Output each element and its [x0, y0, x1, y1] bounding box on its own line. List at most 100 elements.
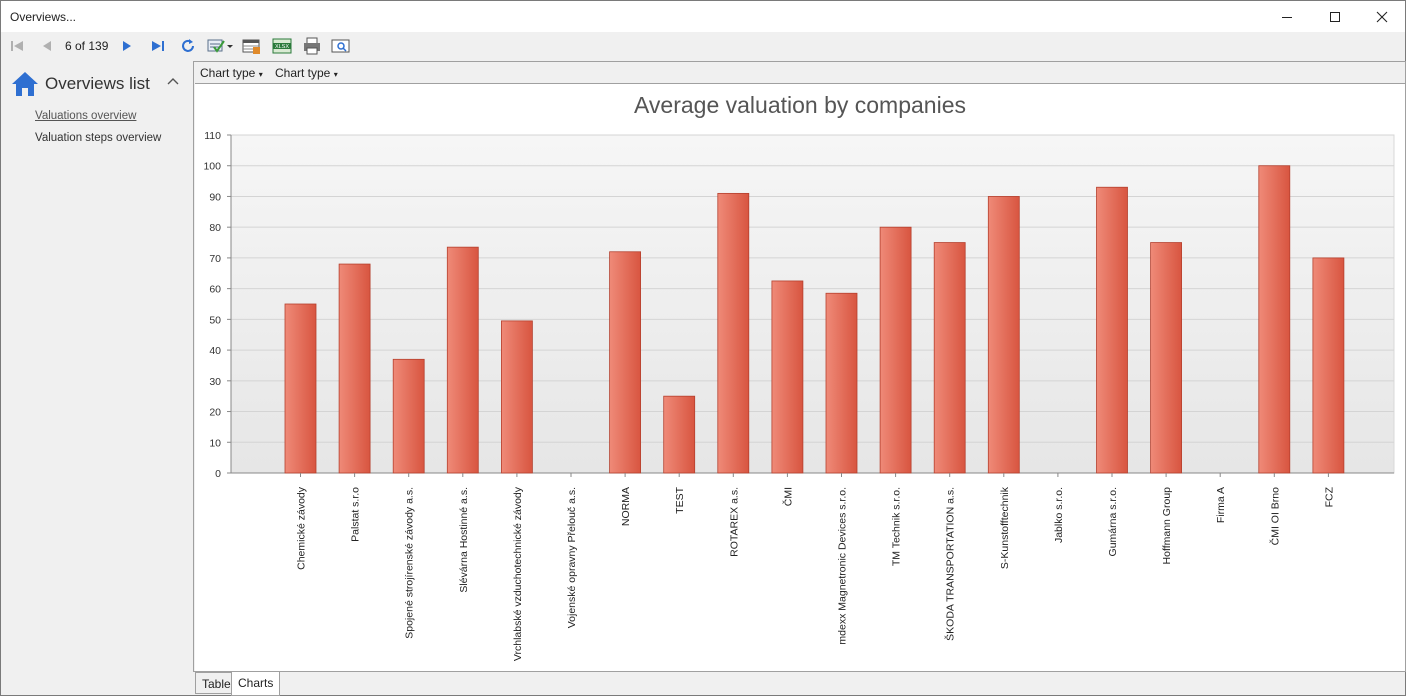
x-tick-label: ŠKODA TRANSPORTATION a.s.	[944, 487, 957, 641]
bar	[1150, 242, 1182, 474]
x-tick-label: Vojenské opravny Přelouč a.s.	[566, 487, 578, 628]
svg-text:XLSX: XLSX	[275, 44, 289, 50]
chart-type-dropdown-1[interactable]: Chart type ▾	[200, 66, 263, 80]
close-icon	[1376, 11, 1388, 22]
x-tick-label: ČMI OI Brno	[1268, 487, 1281, 546]
y-tick-label: 80	[209, 222, 221, 234]
main-panel: Chart type ▾ Chart type ▾ Average valuat…	[193, 61, 1406, 672]
y-tick-label: 110	[204, 130, 221, 142]
x-tick-label: Gumárna s.r.o.	[1107, 487, 1119, 556]
minimize-button[interactable]	[1264, 1, 1310, 32]
bar	[1312, 257, 1345, 474]
chart-type-label-2: Chart type	[275, 66, 331, 80]
first-record-button[interactable]	[7, 35, 27, 57]
validation-dropdown-button[interactable]	[206, 35, 234, 57]
x-tick-label: TM Technik s.r.o.	[891, 487, 903, 566]
title-bar: Overviews...	[1, 1, 1405, 32]
bar	[446, 246, 479, 474]
x-tick-label: NORMA	[620, 487, 632, 526]
bar	[1096, 186, 1128, 474]
maximize-icon	[1330, 11, 1340, 22]
last-record-button[interactable]	[147, 35, 169, 57]
home-icon	[12, 72, 38, 96]
x-tick-label: FCZ	[1323, 486, 1335, 507]
first-icon	[11, 41, 23, 51]
bar	[392, 358, 425, 474]
print-preview-button[interactable]	[330, 35, 352, 57]
bar	[663, 395, 696, 474]
y-tick-label: 100	[203, 161, 221, 173]
chart-type-dropdown-2[interactable]: Chart type ▾	[275, 66, 338, 80]
printer-icon	[304, 37, 320, 55]
x-tick-label: Chemické závody	[296, 486, 308, 570]
bar	[771, 280, 804, 474]
tab-charts[interactable]: Charts	[231, 672, 281, 696]
bar-chart: Average valuation by companies 0 10 20 30 40…	[203, 92, 1395, 661]
x-tick-label: Slévárna Hostinné a.s.	[458, 487, 470, 593]
check-list-icon	[207, 39, 233, 53]
sidebar-item-valuations-overview[interactable]: Valuations overview	[35, 110, 137, 122]
sidebar: Overviews list Valuations overview Valua…	[1, 61, 193, 671]
window-title: Overviews...	[10, 10, 77, 24]
xlsx-icon: XLSX	[272, 38, 292, 54]
bar	[1258, 165, 1291, 474]
y-tick-label: 40	[209, 345, 221, 357]
y-tick-label: 10	[209, 437, 221, 449]
plot-background	[230, 134, 1395, 474]
refresh-button[interactable]	[177, 35, 199, 57]
minimize-icon	[1282, 16, 1292, 18]
bar	[933, 242, 966, 474]
x-tick-label: TEST	[674, 486, 686, 513]
chart-area: Average valuation by companies 0 10 20 30 40…	[195, 83, 1405, 671]
x-tick-label: Vrchlabské vzduchotechnické závody	[512, 486, 524, 661]
bar	[987, 196, 1020, 474]
bar	[825, 292, 858, 474]
x-tick-label: ČMI	[781, 487, 794, 506]
chart-type-label-1: Chart type	[200, 66, 256, 80]
bar	[500, 320, 533, 474]
table-settings-button[interactable]	[241, 35, 263, 57]
y-tick-label: 50	[209, 314, 221, 326]
close-button[interactable]	[1359, 1, 1405, 32]
bar	[609, 251, 642, 474]
chart-options-bar: Chart type ▾ Chart type ▾	[194, 62, 1405, 83]
overviews-list-title: Overviews list	[45, 74, 150, 93]
next-record-button[interactable]	[117, 35, 137, 57]
pager-text: 6 of 139	[65, 39, 109, 53]
bar	[284, 303, 317, 474]
overviews-list-header[interactable]: Overviews list	[11, 69, 191, 99]
bar	[879, 226, 912, 474]
last-icon	[152, 41, 164, 51]
refresh-icon	[182, 39, 194, 52]
x-tick-label: Palstat s.r.o	[350, 487, 362, 542]
previous-record-button[interactable]	[37, 35, 57, 57]
chart-title: Average valuation by companies	[634, 92, 966, 118]
previous-icon	[43, 41, 51, 51]
y-tick-label: 20	[209, 407, 221, 419]
bar	[338, 263, 371, 474]
x-tick-label: Firma A	[1215, 487, 1227, 523]
tab-table[interactable]: Table	[195, 672, 238, 694]
print-button[interactable]	[301, 35, 323, 57]
dropdown-arrow-icon: ▾	[333, 70, 338, 79]
table-settings-icon	[242, 39, 260, 54]
y-tick-label: 90	[209, 191, 221, 203]
y-tick-label: 60	[209, 284, 221, 296]
x-tick-label: mdexx Magnetronic Devices s.r.o.	[837, 487, 849, 645]
sidebar-item-valuation-steps-overview[interactable]: Valuation steps overview	[35, 132, 162, 144]
next-icon	[123, 41, 131, 51]
y-tick-label: 0	[215, 468, 221, 480]
toolbar: 6 of 139 XLSX	[1, 32, 1405, 60]
y-tick-label: 70	[209, 253, 221, 265]
maximize-button[interactable]	[1312, 1, 1358, 32]
x-tick-label: Spojené strojírenské závody a.s.	[404, 487, 416, 639]
bar	[717, 192, 750, 474]
print-preview-icon	[331, 39, 350, 53]
dropdown-arrow-icon: ▾	[258, 70, 263, 79]
export-xlsx-button[interactable]: XLSX	[271, 35, 293, 57]
chevron-up-icon[interactable]	[167, 77, 179, 85]
x-tick-label: ROTAREX a.s.	[728, 487, 740, 557]
x-tick-label: S-Kunstofftechnik	[999, 486, 1011, 569]
y-tick-label: 30	[209, 376, 221, 388]
